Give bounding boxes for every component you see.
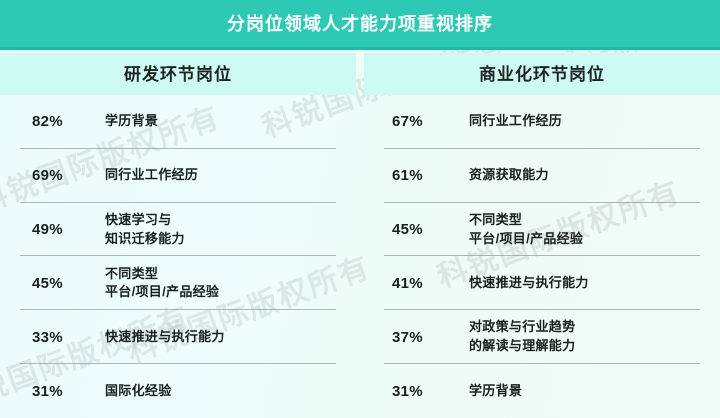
data-column-commercial: 67% 同行业工作经历 61% 资源获取能力 45% 不同类型 平台/项目/产品… [364,95,720,418]
row-label-line: 不同类型 [469,211,523,227]
row-percent: 41% [392,274,423,292]
row-label: 学历背景 [105,112,356,131]
row-percent: 31% [32,382,63,400]
row-label-line: 同行业工作经历 [105,167,199,183]
column-divider-gap [356,95,364,418]
row-label: 对政策与行业趋势 的解读与理解能力 [469,318,720,356]
row-label-line: 快速推进与执行能力 [105,328,225,344]
row-label-line: 平台/项目/产品经验 [469,230,584,246]
data-column-rd: 82% 学历背景 69% 同行业工作经历 49% 快速学习与 知识迁移能力 45 [0,95,356,418]
row-percent: 45% [392,221,423,239]
row-label-line: 快速推进与执行能力 [469,274,589,290]
row-label: 学历背景 [469,382,720,401]
row-percent: 37% [392,328,423,346]
table-row: 33% 快速推进与执行能力 [0,310,356,364]
table-row: 69% 同行业工作经历 [0,149,356,203]
title-bar: 分岗位领域人才能力项重视排序 [0,0,720,50]
row-label: 资源获取能力 [469,166,720,185]
table-row: 41% 快速推进与执行能力 [364,256,720,311]
row-percent: 67% [392,113,423,131]
column-header-label: 商业化环节岗位 [479,64,605,84]
row-percent: 82% [32,113,63,131]
row-label: 同行业工作经历 [469,112,720,131]
row-label-line: 平台/项目/产品经验 [105,284,220,300]
data-columns: 82% 学历背景 69% 同行业工作经历 49% 快速学习与 知识迁移能力 45 [0,95,720,418]
table-row: 61% 资源获取能力 [364,149,720,203]
row-percent: 61% [392,167,423,185]
row-label: 不同类型 平台/项目/产品经验 [105,265,356,303]
row-label: 国际化经验 [105,382,356,401]
column-divider-gap [356,53,364,95]
row-percent: 49% [32,221,63,239]
row-label-line: 学历背景 [469,382,523,398]
table-row: 31% 学历背景 [364,364,720,418]
row-percent: 45% [32,274,63,292]
table-row: 82% 学历背景 [0,95,356,149]
row-label-line: 不同类型 [105,265,159,281]
row-label: 不同类型 平台/项目/产品经验 [469,211,720,249]
table-row: 45% 不同类型 平台/项目/产品经验 [0,256,356,311]
row-label-line: 学历背景 [105,113,159,129]
row-label-line: 知识迁移能力 [105,230,185,246]
row-label-line: 国际化经验 [105,382,172,398]
column-header-label: 研发环节岗位 [124,64,232,84]
row-label: 快速学习与 知识迁移能力 [105,211,356,249]
row-label-line: 资源获取能力 [469,167,549,183]
row-percent: 31% [392,382,423,400]
row-label: 同行业工作经历 [105,166,356,185]
row-label-line: 对政策与行业趋势 [469,319,576,335]
row-percent: 69% [32,167,63,185]
table-row: 67% 同行业工作经历 [364,95,720,149]
row-label: 快速推进与执行能力 [469,274,720,293]
column-header-rd: 研发环节岗位 [0,53,356,95]
page-title: 分岗位领域人才能力项重视排序 [227,13,493,34]
column-header-row: 研发环节岗位 商业化环节岗位 [0,53,720,95]
row-label-line: 快速学习与 [105,211,172,227]
table-row: 45% 不同类型 平台/项目/产品经验 [364,203,720,257]
table-row: 49% 快速学习与 知识迁移能力 [0,203,356,257]
row-label: 快速推进与执行能力 [105,328,356,347]
table-row: 37% 对政策与行业趋势 的解读与理解能力 [364,310,720,364]
column-header-commercial: 商业化环节岗位 [364,53,720,95]
table-row: 31% 国际化经验 [0,364,356,418]
row-label-line: 同行业工作经历 [469,113,563,129]
row-percent: 33% [32,328,63,346]
row-label-line: 的解读与理解能力 [469,338,576,354]
